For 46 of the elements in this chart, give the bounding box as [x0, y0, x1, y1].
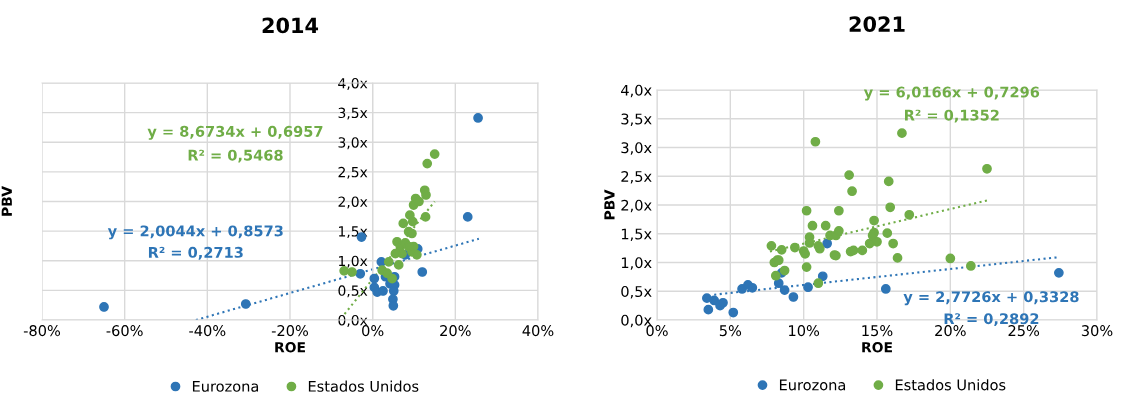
- y-axis-title: PBV: [604, 189, 615, 220]
- y-tick-label: 2,5x: [338, 166, 368, 179]
- x-tick-label: 40%: [522, 325, 554, 337]
- y-tick-label: 1,5x: [621, 228, 652, 241]
- legend-label: Eurozona: [192, 380, 259, 392]
- y-tick-label: 2,0x: [621, 199, 652, 213]
- x-tick-label: -60%: [106, 325, 143, 337]
- y-tick-label: 0,0x: [338, 314, 368, 327]
- y-tick-label: 4,0x: [621, 84, 652, 98]
- annotation: y = 6,0166x + 0,7296: [863, 86, 1040, 101]
- x-tick-label: 5%: [719, 325, 742, 337]
- legend-label: Eurozona: [779, 379, 846, 391]
- x-tick-label: -20%: [271, 325, 309, 337]
- x-axis-title: ROE: [275, 342, 305, 353]
- annotation: R² = 0,1352: [905, 109, 999, 123]
- y-tick-label: 2,0x: [338, 196, 368, 209]
- annotation: R² = 0,2713: [148, 246, 243, 260]
- y-tick-label: 0,5x: [621, 285, 652, 299]
- annotation: y = 2,7726x + 0,3328: [903, 291, 1079, 306]
- x-tick-label: 0%: [362, 325, 384, 337]
- x-tick-label: 20%: [935, 325, 966, 337]
- y-tick-label: 2,5x: [621, 170, 652, 184]
- y-tick-label: 3,0x: [338, 137, 368, 150]
- legend-label: Estados Unidos: [308, 380, 419, 392]
- chart-title: 2014: [262, 17, 319, 34]
- annotation: y = 8,6734x + 0,6957: [147, 125, 323, 140]
- y-tick-label: 3,5x: [338, 107, 368, 120]
- y-tick-label: 1,0x: [339, 255, 368, 268]
- chart-title: 2021: [849, 16, 905, 32]
- x-tick-label: -40%: [189, 325, 226, 337]
- y-tick-label: 4,0x: [338, 77, 368, 90]
- x-tick-label: 30%: [1081, 325, 1113, 337]
- annotation: R² = 0,5468: [188, 149, 283, 163]
- x-tick-label: -80%: [23, 325, 61, 337]
- x-tick-label: 20%: [440, 325, 471, 337]
- y-axis-title: PBV: [1, 186, 12, 216]
- y-tick-label: 0,5x: [338, 285, 368, 298]
- x-tick-label: 25%: [1008, 325, 1040, 337]
- y-tick-label: 1,0x: [621, 257, 652, 270]
- x-axis-title: ROE: [862, 342, 892, 353]
- legend-label: Estados Unidos: [895, 379, 1006, 391]
- y-tick-label: 3,0x: [621, 142, 652, 155]
- x-tick-label: 15%: [862, 325, 893, 337]
- annotation: y = 2,0044x + 0,8573: [107, 225, 283, 240]
- y-tick-label: 3,5x: [621, 113, 652, 126]
- x-tick-label: 10%: [789, 325, 820, 337]
